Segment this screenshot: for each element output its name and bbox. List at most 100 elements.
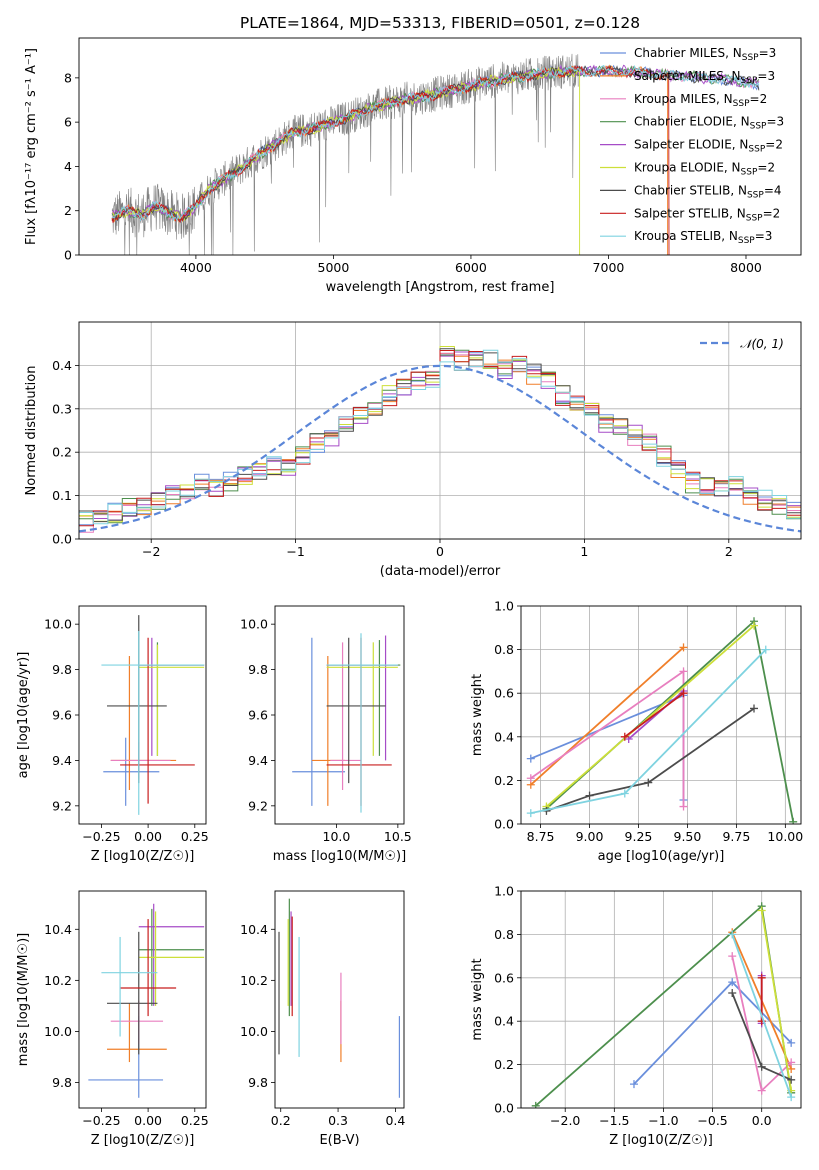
y-tick-label: 9.2 bbox=[248, 798, 268, 813]
x-tick-label: 9.00 bbox=[576, 829, 604, 844]
weight-marker bbox=[757, 906, 766, 915]
axes-frame bbox=[78, 890, 207, 1109]
x-tick-label: −1.5 bbox=[599, 1113, 629, 1128]
plot-area bbox=[88, 903, 205, 1098]
errorbar-chabrier-miles bbox=[103, 737, 160, 806]
weight-marker bbox=[526, 774, 535, 783]
x-axis-label: E(B-V) bbox=[319, 1133, 359, 1148]
hist-step-chabrier-elodie bbox=[79, 349, 801, 524]
y-tick-label: 2 bbox=[64, 203, 72, 218]
weight-marker bbox=[620, 732, 629, 741]
weight-marker bbox=[679, 643, 688, 652]
x-tick-label: 0.25 bbox=[181, 829, 209, 844]
y-axis-label: Normed distribution bbox=[24, 366, 39, 496]
model-line-chabrier-stelib bbox=[111, 64, 760, 222]
weight-marker bbox=[679, 667, 688, 676]
y-tick-label: 0.4 bbox=[494, 729, 514, 744]
weight-marker bbox=[629, 1080, 638, 1089]
errorbar-kroupa-stelib bbox=[326, 633, 398, 813]
hist-step-chabrier-miles bbox=[79, 351, 801, 526]
axes-frame bbox=[78, 321, 802, 540]
y-axis-label: mass [log10(M/M☉)] bbox=[16, 933, 31, 1066]
legend-label-sub: SSP bbox=[741, 168, 758, 178]
plot-area bbox=[101, 615, 205, 815]
panel-z_weight: −2.0 −1.5 −1.0 −0.5 0.0 0.0 0.2 0.4 0.6 0.8 1.0 Z [… bbox=[470, 884, 802, 1148]
plot-area bbox=[278, 898, 401, 1098]
panel-ebv_mass: 0.2 0.3 0.4 9.8 10.0 10.2 10.4 E(B-V) bbox=[240, 890, 405, 1148]
x-tick-label: 7000 bbox=[593, 260, 625, 275]
x-axis-label: age [log10(age/yr)] bbox=[598, 849, 725, 864]
y-tick-label: 9.6 bbox=[52, 708, 72, 723]
y-tick-label: 9.4 bbox=[52, 753, 72, 768]
y-tick-label: 9.8 bbox=[248, 662, 268, 677]
legend-label-text: Chabrier ELODIE, N bbox=[634, 115, 750, 129]
hist-step-salpeter-stelib bbox=[79, 350, 801, 527]
hist-step-kroupa-elodie bbox=[79, 346, 801, 523]
y-axis-label: mass weight bbox=[470, 958, 485, 1040]
x-tick-label: 5000 bbox=[318, 260, 350, 275]
y-tick-label: 0.0 bbox=[52, 532, 72, 547]
weight-marker bbox=[620, 789, 629, 798]
x-axis-label: (data-model)/error bbox=[380, 564, 501, 579]
y-tick-label: 10.0 bbox=[240, 617, 268, 632]
weight-marker bbox=[787, 1038, 796, 1047]
y-tick-label: 0.3 bbox=[52, 401, 72, 416]
plot-area bbox=[526, 617, 798, 824]
y-tick-label: 10.2 bbox=[44, 973, 72, 988]
panel-residuals: −2 −1 0 1 2 0.0 0.1 0.2 0.3 0.4 𝒩(0, 1) (data-model… bbox=[24, 321, 802, 579]
legend-label-suffix: =3 bbox=[766, 115, 784, 129]
weight-marker bbox=[787, 1075, 796, 1084]
x-axis-label: Z [log10(Z/Z☉)] bbox=[91, 849, 195, 864]
y-tick-label: 0.2 bbox=[494, 1057, 514, 1072]
legend-label-salpeter-stelib: Salpeter STELIB, NSSP=2 bbox=[634, 206, 780, 223]
y-tick-label: 0.6 bbox=[494, 970, 514, 985]
legend-label-kroupa-elodie: Kroupa ELODIE, NSSP=2 bbox=[634, 161, 775, 178]
errorbar-kroupa-stelib bbox=[101, 630, 205, 815]
legend-label-text: Chabrier STELIB, N bbox=[634, 183, 747, 197]
legend-label-suffix: =3 bbox=[759, 46, 777, 60]
x-tick-label: 9.75 bbox=[722, 829, 750, 844]
legend-label-suffix: =3 bbox=[755, 229, 773, 243]
legend-label-text: Salpeter ELODIE, N bbox=[634, 138, 748, 152]
panel-mass_age: 10.0 10.5 9.2 9.4 9.6 9.8 10.0 mass [log10(M/M☉… bbox=[240, 605, 412, 864]
errorbar-salpeter-stelib bbox=[326, 637, 392, 806]
weight-marker bbox=[531, 1101, 540, 1108]
panel-spectrum: 4000 5000 6000 7000 8000 0 2 4 6 8 Chabrier MILES,… bbox=[24, 37, 802, 295]
weight-marker bbox=[789, 817, 798, 824]
errorbar-kroupa-miles bbox=[110, 742, 171, 779]
x-tick-label: 0.4 bbox=[385, 1113, 405, 1128]
y-tick-label: 0.4 bbox=[52, 358, 72, 373]
plot-area bbox=[292, 633, 401, 813]
x-tick-label: 0 bbox=[436, 544, 444, 559]
hist-step-kroupa-miles bbox=[79, 352, 801, 533]
weight-marker bbox=[757, 1062, 766, 1071]
errorbar-salpeter-elodie bbox=[326, 635, 398, 761]
hist-step-salpeter-miles bbox=[79, 353, 801, 517]
x-tick-label: 4000 bbox=[180, 260, 212, 275]
y-tick-label: 10.0 bbox=[44, 1024, 72, 1039]
weight-series-chabrier-stelib bbox=[728, 988, 796, 1084]
weight-line bbox=[545, 619, 795, 822]
x-tick-label: 0.00 bbox=[134, 829, 162, 844]
weight-marker bbox=[679, 802, 688, 811]
errorbar-salpeter-stelib bbox=[120, 919, 177, 1017]
weight-line bbox=[760, 910, 793, 1091]
x-axis-label: Z [log10(Z/Z☉)] bbox=[91, 1133, 195, 1148]
x-tick-label: 0.2 bbox=[271, 1113, 291, 1128]
x-tick-label: −0.25 bbox=[82, 829, 120, 844]
weight-marker bbox=[757, 973, 766, 982]
weight-series-salpeter-stelib bbox=[620, 689, 688, 741]
plot-area bbox=[79, 346, 801, 533]
y-tick-label: 9.6 bbox=[248, 708, 268, 723]
y-axis-label: mass weight bbox=[470, 674, 485, 756]
legend-label-chabrier-stelib: Chabrier STELIB, NSSP=4 bbox=[634, 183, 782, 200]
y-tick-label: 9.4 bbox=[248, 753, 268, 768]
weight-series-chabrier-elodie bbox=[542, 617, 798, 824]
y-tick-label: 9.2 bbox=[52, 798, 72, 813]
errorbar-salpeter-miles bbox=[110, 655, 177, 790]
errorbar-salpeter-elodie bbox=[138, 903, 205, 1006]
y-tick-label: 10.2 bbox=[240, 973, 268, 988]
legend-label-text: Kroupa ELODIE, N bbox=[634, 161, 741, 175]
x-tick-label: 0.3 bbox=[328, 1113, 348, 1128]
